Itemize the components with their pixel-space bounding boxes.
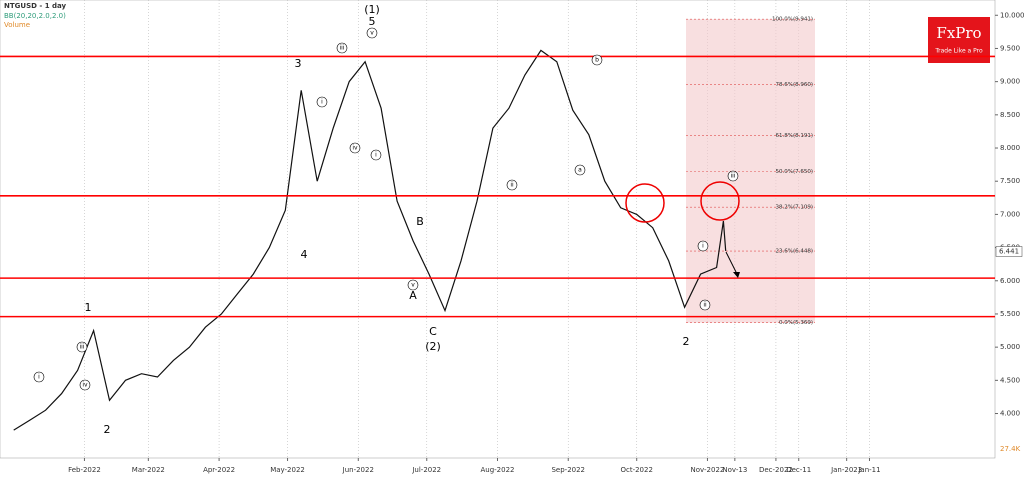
volume-label: 27.4K <box>1000 445 1021 453</box>
sub-wave-label: v <box>411 282 415 289</box>
wave-circle <box>336 42 348 54</box>
sub-wave-label: ii <box>703 302 707 309</box>
x-tick-label: Oct-2022 <box>620 466 652 474</box>
fib-label: 23.6%(6.448) <box>775 249 813 255</box>
sub-wave-label: ii <box>510 182 514 189</box>
logo-text: FxPro <box>936 24 981 42</box>
sub-wave-label: i <box>38 374 40 381</box>
price-line <box>13 49 727 431</box>
wave-circle <box>316 96 328 108</box>
highlight-circle <box>700 181 740 221</box>
x-tick-label: Mar-2022 <box>132 466 165 474</box>
y-tick-label: 7.000 <box>1000 210 1020 218</box>
y-tick-label: 5.000 <box>1000 343 1020 351</box>
wave-circle <box>33 371 45 383</box>
x-tick-label: Dec-2022 <box>759 466 793 474</box>
wave-circle <box>591 54 603 66</box>
x-tick-label: Aug-2022 <box>480 466 514 474</box>
x-tick-label: Jan-2023 <box>830 466 862 474</box>
sub-wave-label: iii <box>79 344 84 351</box>
fib-label: 38.2%(7.109) <box>775 205 813 211</box>
sub-wave-label: a <box>578 167 582 174</box>
wave-label: 5 <box>369 15 376 28</box>
volume-title: Volume <box>4 21 30 29</box>
y-tick-label: 9.500 <box>1000 44 1020 52</box>
x-tick-label: Jan-11 <box>857 466 880 474</box>
x-tick-label: Feb-2022 <box>68 466 101 474</box>
y-tick-label: 5.500 <box>1000 310 1020 318</box>
fib-label: 78.6%(8.960) <box>775 82 813 88</box>
wave-circle <box>506 179 518 191</box>
wave-circle <box>76 341 88 353</box>
brand-logo: FxPro Trade Like a Pro <box>928 17 990 63</box>
fib-label: 100.0%(9.941) <box>772 17 813 23</box>
fib-label: 0.0%(5.369) <box>779 320 813 326</box>
wave-label: (2) <box>425 340 441 353</box>
wave-circle <box>697 240 709 252</box>
x-tick-label: Jun-2022 <box>342 466 374 474</box>
indicator-label: BB(20,20,2.0,2.0) <box>4 12 66 20</box>
y-tick-label: 9.000 <box>1000 78 1020 86</box>
y-tick-label: 7.500 <box>1000 177 1020 185</box>
wave-circle <box>366 27 378 39</box>
y-tick-label: 4.500 <box>1000 376 1020 384</box>
wave-label: 4 <box>301 248 308 261</box>
wave-label: C <box>429 325 437 338</box>
y-tick-label: 4.000 <box>1000 410 1020 418</box>
sub-wave-label: iii <box>339 45 344 52</box>
x-tick-label: May-2022 <box>270 466 305 474</box>
x-tick-label: Jul-2022 <box>411 466 441 474</box>
arrow-head <box>733 272 740 278</box>
sub-wave-label: i <box>375 152 377 159</box>
wave-circle <box>574 164 586 176</box>
x-tick-label: Apr-2022 <box>203 466 235 474</box>
y-tick-label: 8.500 <box>1000 111 1020 119</box>
x-tick-label: Sep-2022 <box>551 466 585 474</box>
wave-label: B <box>416 215 424 228</box>
sub-wave-label: b <box>595 57 599 64</box>
price-tag <box>995 246 1023 257</box>
wave-circle <box>349 142 361 154</box>
sub-wave-label: iv <box>352 145 358 152</box>
chart-title: NTGUSD - 1 day <box>4 2 67 10</box>
fib-zone <box>686 19 815 323</box>
wave-circle <box>79 379 91 391</box>
wave-circle <box>699 299 711 311</box>
wave-label: 1 <box>85 301 92 314</box>
wave-circle <box>407 279 419 291</box>
x-tick-label: Dec-11 <box>786 466 811 474</box>
y-tick-label: 10.000 <box>1000 11 1024 19</box>
fib-label: 61.8%(8.191) <box>775 133 813 139</box>
y-tick-label: 6.000 <box>1000 277 1020 285</box>
highlight-circle <box>625 183 665 223</box>
logo-tagline: Trade Like a Pro <box>934 48 983 55</box>
y-tick-label: 8.000 <box>1000 144 1020 152</box>
wave-label: (1) <box>364 3 380 16</box>
price-tag-label: 6.441 <box>999 248 1019 256</box>
wave-label: 3 <box>295 57 302 70</box>
wave-label: 2 <box>104 423 111 436</box>
fib-label: 50.0%(7.650) <box>775 169 813 175</box>
wave-circle <box>727 170 739 182</box>
wave-circle <box>370 149 382 161</box>
wave-label: A <box>409 289 417 302</box>
sub-wave-label: i <box>702 243 704 250</box>
sub-wave-label: i <box>321 99 323 106</box>
x-tick-label: Nov-2022 <box>691 466 725 474</box>
sub-wave-label: iii <box>730 173 735 180</box>
wave-label: 2 <box>683 335 690 348</box>
logo-box <box>928 17 990 63</box>
sub-wave-label: iv <box>82 382 88 389</box>
sub-wave-label: v <box>370 30 374 37</box>
x-tick-label: Nov-13 <box>722 466 747 474</box>
